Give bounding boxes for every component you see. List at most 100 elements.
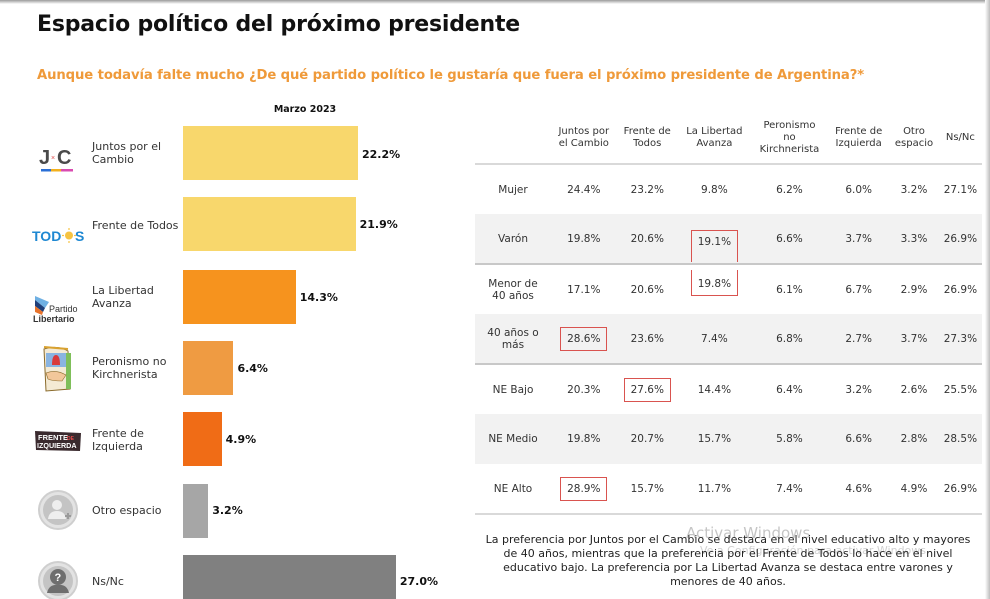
bar-la-libertad-avanza (183, 270, 296, 324)
chart-title: Marzo 2023 (273, 104, 337, 115)
svg-text:DE: DE (67, 436, 75, 442)
bar-row-juntos: J × C Juntos por el Cambio 22.2% (0, 126, 470, 188)
question-person-icon: ? (30, 557, 86, 599)
bar-frente-de-izquierda (183, 412, 222, 466)
bar-row-frente-de-todos: TOD S Frente de Todos 21.9% (0, 197, 470, 259)
bar-row-otro-espacio: Otro espacio 3.2% (0, 484, 470, 546)
row-label: Menor de 40 años (475, 263, 551, 314)
todos-logo: TOD S (30, 211, 86, 259)
bar-value-label: 21.9% (359, 218, 398, 231)
table-cell: 2.8% (889, 414, 939, 464)
column-header: Frente de Todos (623, 125, 671, 149)
table-cell: 11.7% (677, 464, 751, 515)
table-cell: 15.7% (677, 414, 751, 464)
table-cell: 9.8% (677, 163, 751, 214)
table-cell: 2.9% (889, 263, 939, 314)
table-cell: 25.5% (938, 363, 982, 414)
table-cell: 20.3% (551, 363, 617, 414)
table-cell: 2.6% (889, 363, 939, 414)
bar-peronismo-no-kirchnerista (183, 341, 234, 395)
table-cell: 23.2% (616, 163, 678, 214)
row-label: NE Alto (475, 464, 551, 515)
table-cell: 26.9% (938, 214, 982, 264)
svg-text:FRENTE: FRENTE (38, 433, 68, 442)
table-cell: 28.5% (938, 414, 982, 464)
table-cell: 5.8% (750, 414, 829, 464)
table-cell: 3.7% (889, 314, 939, 364)
table-cell: 27.3% (938, 314, 982, 364)
crosstab-table: Juntos por el Cambio Frente de Todos La Li… (475, 112, 982, 515)
analysis-note: La preferencia por Juntos por el Cambio … (485, 533, 971, 588)
bar-juntos-por-el-cambio (183, 126, 358, 180)
table-cell: 4.6% (828, 464, 890, 515)
table-cell: 19.1% (677, 214, 751, 264)
column-header: La Libertad Avanza (686, 125, 743, 149)
table-cell: 28.9% (551, 464, 617, 515)
table-row: NE Bajo 20.3% 27.6% 14.4% 6.4% 3.2% 2.6% 25.5% (475, 363, 982, 414)
svg-text:Libertario: Libertario (33, 314, 75, 324)
table-cell: 6.1% (750, 263, 829, 314)
table-cell: 27.6% (616, 363, 678, 414)
top-shadow (0, 0, 990, 4)
category-label: Juntos por el Cambio (92, 140, 162, 166)
category-label: Otro espacio (92, 504, 162, 517)
svg-text:IZQUIERDA: IZQUIERDA (37, 441, 77, 450)
category-label: Ns/Nc (92, 575, 124, 588)
table-cell: 26.9% (938, 263, 982, 314)
table-cell: 20.7% (616, 414, 678, 464)
highlighted-value: 28.6% (560, 326, 608, 351)
bar-value-label: 14.3% (299, 291, 338, 304)
bar-frente-de-todos (183, 197, 356, 251)
table-cell: 23.6% (616, 314, 678, 364)
row-label: Varón (475, 214, 551, 264)
bar-otro-espacio (183, 484, 209, 538)
column-header: Ns/Nc (945, 131, 975, 143)
jxc-logo: J × C (30, 136, 86, 184)
table-row: 40 años o más 28.6% 23.6% 7.4% 6.8% 2.7% 3.7% 27… (475, 314, 982, 364)
table-cell: 3.2% (828, 363, 890, 414)
svg-text:Partido: Partido (49, 304, 78, 314)
bar-value-label: 3.2% (212, 504, 243, 517)
table-cell: 7.4% (750, 464, 829, 515)
bar-value-label: 22.2% (362, 148, 401, 161)
table-cell: 20.6% (616, 263, 678, 314)
highlighted-value: 19.8% (690, 269, 739, 296)
table-cell: 6.4% (750, 363, 829, 414)
table-cell: 3.3% (889, 214, 939, 264)
page-title: Espacio político del próximo presidente (37, 12, 521, 37)
table-cell: 20.6% (616, 214, 678, 264)
column-header: Peronismo no Kirchnerista (759, 119, 820, 155)
table-header-row: Juntos por el Cambio Frente de Todos La Li… (475, 112, 982, 164)
table-cell: 15.7% (616, 464, 678, 515)
table-cell: 6.0% (828, 163, 890, 214)
category-label: Peronismo no Kirchnerista (92, 355, 167, 381)
table-cell: 7.4% (677, 314, 751, 364)
svg-text:S: S (75, 228, 84, 244)
table-row: NE Medio 19.8% 20.7% 15.7% 5.8% 6.6% 2.8% 28.5% (475, 414, 982, 464)
table-cell: 28.6% (551, 314, 617, 364)
svg-text:C: C (57, 147, 71, 169)
table-cell: 6.6% (750, 214, 829, 264)
bar-ns-nc (183, 555, 396, 599)
table-cell: 2.7% (828, 314, 890, 364)
row-label: NE Bajo (475, 363, 551, 414)
table-cell: 19.8% (551, 414, 617, 464)
table-cell: 27.1% (938, 163, 982, 214)
table-cell: 6.6% (828, 414, 890, 464)
category-label: La Libertad Avanza (92, 284, 154, 310)
table-cell: 26.9% (938, 464, 982, 515)
table-cell: 6.7% (828, 263, 890, 314)
table-cell: 3.7% (828, 214, 890, 264)
row-label: NE Medio (475, 414, 551, 464)
highlighted-value: 28.9% (560, 476, 608, 501)
bar-row-frente-de-izquierda: FRENTE DE IZQUIERDA Frente de Izquierda … (0, 412, 470, 474)
table-row: Mujer 24.4% 23.2% 9.8% 6.2% 6.0% 3.2% 27.1% (475, 163, 982, 214)
svg-text:?: ? (55, 572, 62, 584)
windows-watermark-subtitle: Ve a Configuración para activar Windows. (700, 544, 930, 557)
table-row: NE Alto 28.9% 15.7% 11.7% 7.4% 4.6% 4.9% 26.9% (475, 464, 982, 515)
row-label: Mujer (475, 163, 551, 214)
svg-text:×: × (51, 155, 55, 162)
survey-question: Aunque todavía falte mucho ¿De qué parti… (37, 68, 865, 83)
user-add-icon (30, 486, 86, 534)
svg-text:J: J (39, 147, 50, 169)
